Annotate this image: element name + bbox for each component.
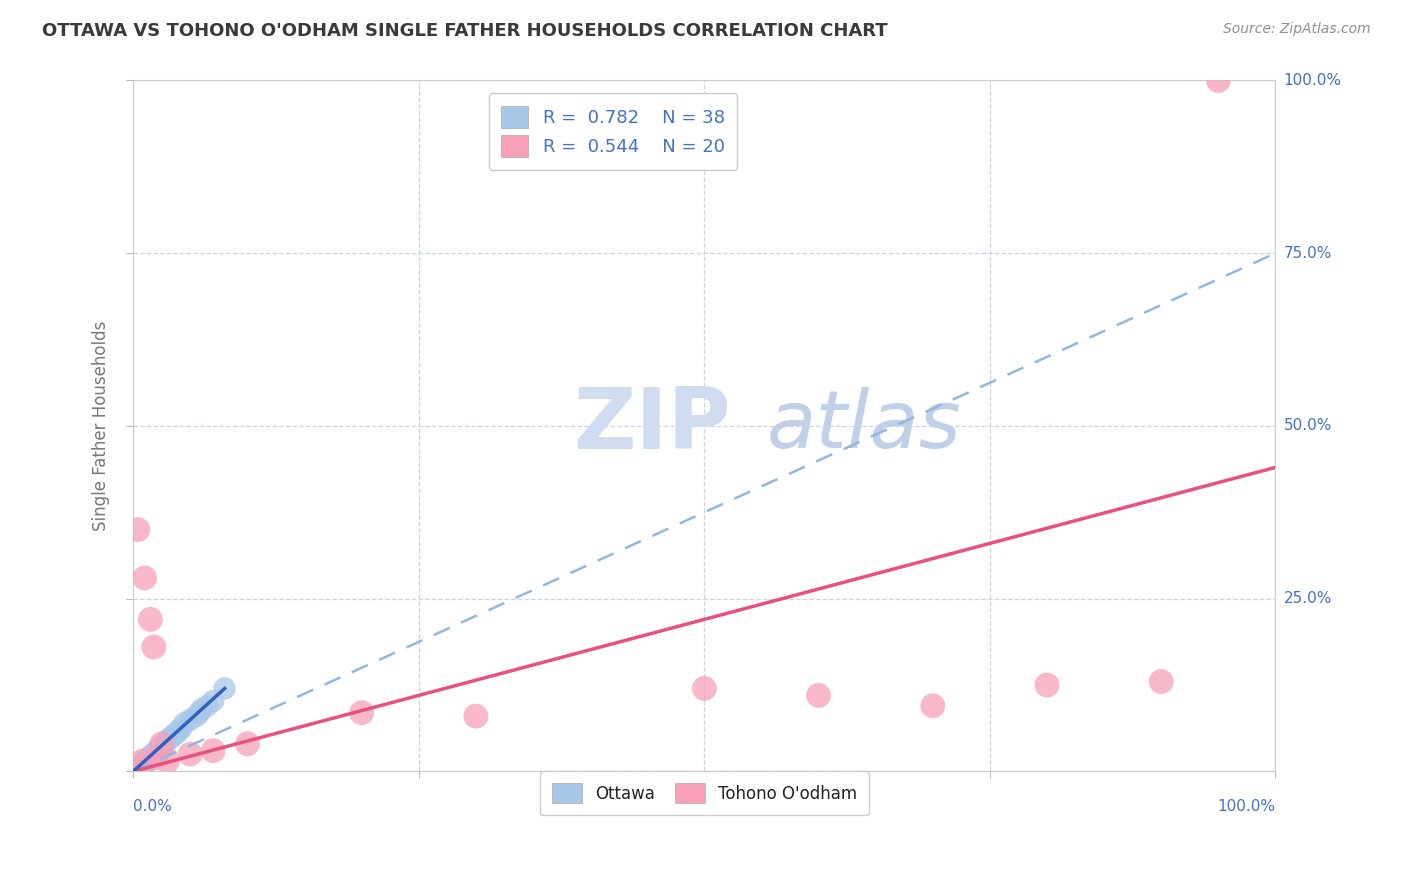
- Point: [197, 698, 219, 713]
- Point: [159, 731, 181, 746]
- Text: atlas: atlas: [768, 387, 962, 465]
- Point: [156, 754, 179, 768]
- Point: [152, 739, 174, 753]
- Legend: Ottawa, Tohono O'odham: Ottawa, Tohono O'odham: [540, 772, 869, 815]
- Point: [202, 694, 225, 708]
- Text: ZIP: ZIP: [574, 384, 731, 467]
- Point: [145, 745, 167, 759]
- Point: [139, 612, 162, 626]
- Point: [693, 681, 716, 696]
- Point: [807, 689, 830, 703]
- Text: 100.0%: 100.0%: [1284, 73, 1341, 88]
- Point: [173, 716, 195, 731]
- Text: 50.0%: 50.0%: [1284, 418, 1331, 434]
- Point: [135, 756, 157, 770]
- Point: [179, 713, 201, 727]
- Text: 0.0%: 0.0%: [134, 799, 172, 814]
- Point: [149, 740, 172, 755]
- Point: [146, 744, 169, 758]
- Point: [202, 744, 225, 758]
- Point: [166, 726, 188, 740]
- Point: [236, 737, 259, 751]
- Point: [134, 757, 156, 772]
- Point: [156, 733, 179, 747]
- Text: OTTAWA VS TOHONO O'ODHAM SINGLE FATHER HOUSEHOLDS CORRELATION CHART: OTTAWA VS TOHONO O'ODHAM SINGLE FATHER H…: [42, 22, 887, 40]
- Point: [188, 706, 211, 720]
- Point: [142, 747, 165, 761]
- Point: [191, 702, 214, 716]
- Point: [139, 749, 162, 764]
- Point: [1150, 674, 1173, 689]
- Point: [179, 747, 201, 761]
- Point: [1208, 73, 1230, 87]
- Point: [214, 681, 236, 696]
- Point: [132, 758, 155, 772]
- Point: [127, 523, 149, 537]
- Point: [148, 742, 170, 756]
- Point: [134, 754, 156, 768]
- Point: [131, 754, 153, 768]
- Point: [464, 709, 486, 723]
- Point: [128, 762, 150, 776]
- Point: [143, 746, 166, 760]
- Text: 100.0%: 100.0%: [1218, 799, 1275, 814]
- Point: [167, 723, 190, 737]
- Text: 25.0%: 25.0%: [1284, 591, 1331, 607]
- Point: [141, 749, 163, 764]
- Point: [131, 759, 153, 773]
- Point: [155, 737, 177, 751]
- Point: [150, 737, 173, 751]
- Point: [128, 761, 150, 775]
- Point: [350, 706, 373, 720]
- Point: [129, 761, 152, 775]
- Point: [1036, 678, 1059, 692]
- Point: [138, 750, 160, 764]
- Point: [170, 722, 193, 736]
- Point: [921, 698, 943, 713]
- Point: [125, 763, 148, 777]
- Text: Source: ZipAtlas.com: Source: ZipAtlas.com: [1223, 22, 1371, 37]
- Point: [134, 571, 156, 585]
- Text: 75.0%: 75.0%: [1284, 245, 1331, 260]
- Point: [160, 730, 183, 744]
- Point: [162, 728, 184, 742]
- Point: [150, 740, 173, 755]
- Point: [184, 709, 207, 723]
- Point: [142, 640, 165, 654]
- Point: [145, 750, 167, 764]
- Point: [136, 754, 159, 768]
- Point: [136, 752, 159, 766]
- Y-axis label: Single Father Households: Single Father Households: [93, 321, 110, 531]
- Point: [129, 760, 152, 774]
